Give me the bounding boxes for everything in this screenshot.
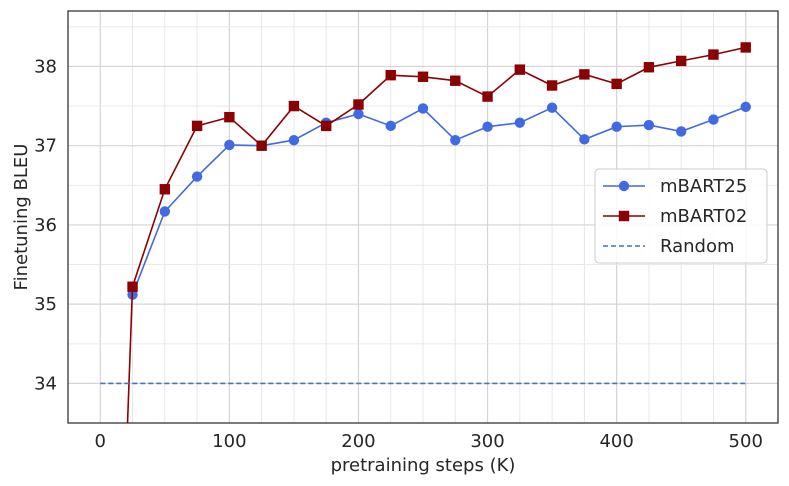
series-line	[131, 106, 746, 295]
data-point	[708, 49, 719, 60]
y-tick-labels: 34 35 36 37 38	[34, 56, 57, 394]
data-point	[159, 206, 171, 217]
x-tick-label: 0	[95, 431, 106, 452]
data-point	[675, 55, 687, 67]
data-point	[385, 120, 396, 132]
legend-box	[594, 168, 768, 264]
data-point	[450, 134, 461, 146]
data-point	[353, 108, 364, 120]
x-tick-label: 500	[729, 431, 763, 452]
data-point	[224, 139, 235, 151]
x-tick-label: 400	[599, 431, 633, 452]
x-tick-label: 100	[212, 431, 246, 452]
legend-label: mBART02	[660, 206, 747, 227]
x-tick-label: 200	[341, 431, 375, 452]
data-point	[740, 101, 751, 113]
data-point	[127, 281, 138, 292]
data-point	[417, 103, 429, 114]
x-tick-labels: 0 100 200 300 400 500	[95, 431, 763, 452]
data-point	[385, 69, 396, 81]
data-point	[288, 134, 300, 146]
x-axis-label: pretraining steps (K)	[331, 455, 516, 476]
data-point	[159, 184, 171, 195]
data-point	[320, 120, 332, 132]
data-point	[579, 134, 590, 145]
data-point	[256, 140, 267, 151]
data-point	[611, 121, 622, 132]
y-tick-label: 34	[34, 373, 57, 394]
y-tick-label: 37	[34, 136, 57, 157]
data-point	[708, 114, 719, 125]
legend-label: mBART25	[660, 176, 747, 197]
y-tick-label: 38	[34, 56, 57, 77]
data-point	[482, 91, 493, 102]
data-point	[191, 120, 203, 132]
data-point	[643, 119, 655, 131]
data-point	[514, 117, 526, 128]
plot-frame	[67, 10, 779, 424]
legend-marker	[618, 210, 630, 222]
data-point	[643, 62, 655, 73]
y-axis-label: Finetuning BLEU	[11, 144, 32, 291]
data-point	[546, 102, 558, 113]
data-point	[546, 80, 558, 91]
y-tick-label: 36	[34, 215, 57, 236]
data-point	[611, 78, 622, 90]
data-point	[482, 121, 493, 132]
legend: mBART25 mBART02 Random	[594, 168, 768, 264]
x-tick-label: 300	[470, 431, 504, 452]
series-mbart25	[127, 101, 751, 300]
y-tick-label: 35	[34, 294, 57, 315]
data-point	[224, 111, 235, 123]
data-point	[514, 64, 526, 75]
series-mbart02	[126, 42, 751, 423]
legend-marker	[618, 180, 630, 192]
series-layer	[100, 42, 751, 423]
data-point	[675, 126, 687, 137]
data-point	[288, 100, 300, 112]
data-point	[740, 42, 751, 53]
legend-label: Random	[660, 236, 735, 257]
data-point	[579, 69, 590, 80]
data-point	[417, 71, 429, 82]
data-point	[450, 75, 461, 86]
data-point	[353, 99, 364, 110]
data-point	[191, 171, 203, 182]
